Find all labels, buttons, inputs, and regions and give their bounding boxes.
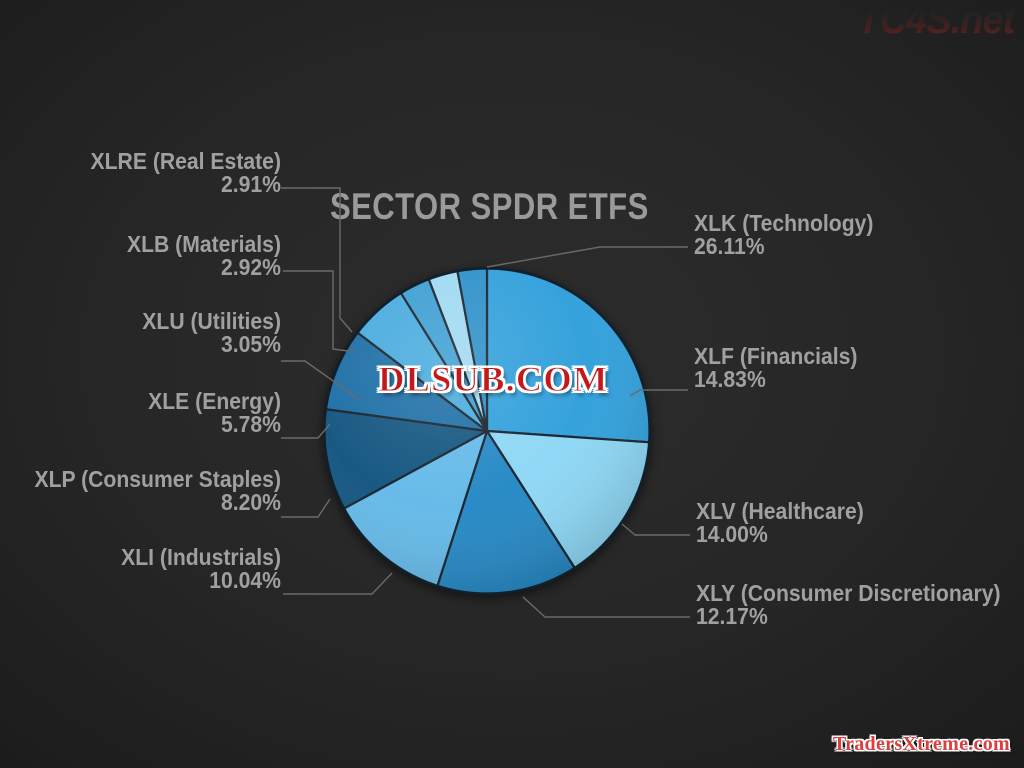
pie-chart [322,266,652,596]
slice-label-value: 14.00% [696,521,768,548]
slice-label-name: XLU (Utilities) [142,308,281,334]
slice-label-xle: XLE (Energy) 5.78% [0,388,281,438]
slice-label-xli: XLI (Industrials) 10.04% [0,544,281,594]
slice-label-xlb: XLB (Materials) 2.92% [0,231,281,281]
slice-label-name: XLF (Financials) [694,343,858,369]
slice-label-xlp: XLP (Consumer Staples) 8.20% [0,466,282,516]
watermark-tradersxtreme: TradersXtreme.com [832,733,1010,755]
slice-label-name: XLB (Materials) [126,231,281,257]
slice-label-value: 5.78% [220,411,281,438]
slice-label-value: 2.91% [220,171,281,198]
pie-slice-xlk[interactable] [485,266,652,444]
slice-label-xly: XLY (Consumer Discretionary) 12.17% [696,580,1024,630]
page-title: SECTOR SPDR ETFS [330,186,649,227]
watermark-dlsub: DLSUB.COM [377,359,609,400]
slice-label-name: XLV (Healthcare) [696,498,864,524]
leader-xlk [486,246,688,268]
slice-label-name: XLE (Energy) [148,388,281,414]
leader-xly [522,596,690,618]
pie-svg [322,266,652,596]
slice-label-name: XLP (Consumer Staples) [34,466,282,492]
slice-label-xlv: XLV (Healthcare) 14.00% [696,498,878,548]
slice-label-name: XLK (Technology) [694,210,874,236]
watermark-tc4s: TC4S.net [856,0,1015,42]
slice-label-name: XLRE (Real Estate) [90,148,282,174]
slice-label-xlre: XLRE (Real Estate) 2.91% [0,148,282,198]
slice-label-value: 3.05% [220,331,281,358]
slice-label-name: XLY (Consumer Discretionary) [696,580,1001,606]
slice-label-value: 2.92% [220,254,281,281]
slice-label-value: 12.17% [696,603,768,630]
slice-label-xlf: XLF (Financials) 14.83% [694,343,872,393]
slice-label-value: 10.04% [209,567,281,594]
slice-label-value: 26.11% [694,233,765,260]
slice-label-name: XLI (Industrials) [121,544,281,570]
slice-label-value: 8.20% [220,489,281,516]
slice-label-value: 14.83% [694,366,766,393]
slice-label-xlu: XLU (Utilities) 3.05% [0,308,281,358]
slice-label-xlk: XLK (Technology) 26.11% [694,210,889,260]
